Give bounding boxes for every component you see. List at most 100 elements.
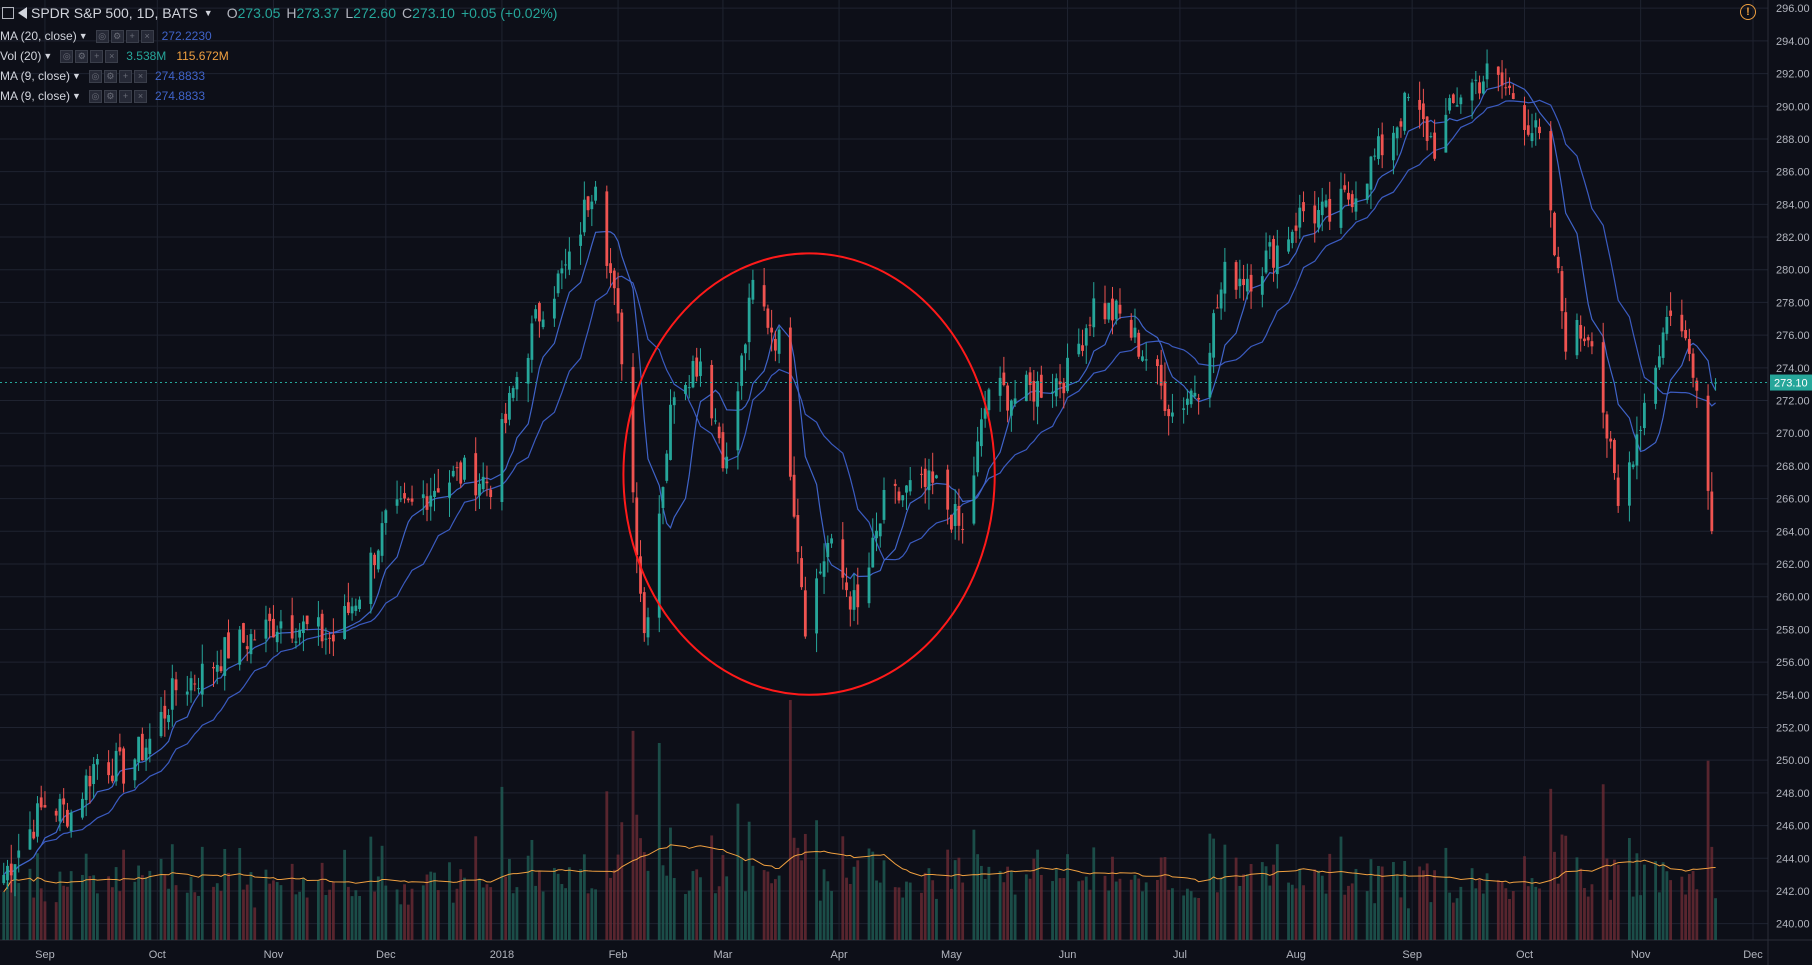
price-tick-label: 286.00 (1776, 167, 1810, 179)
volume-bar (1294, 888, 1298, 940)
candle-body (1508, 85, 1511, 89)
collapse-square-icon[interactable] (2, 7, 14, 19)
price-tick-label: 250.00 (1776, 755, 1810, 767)
volume-bar (1549, 788, 1553, 940)
chevron-down-icon[interactable]: ▼ (72, 91, 81, 101)
candle-body (590, 201, 594, 210)
candle-body (1526, 125, 1530, 135)
symbol-header[interactable]: SPDR S&P 500, 1D, BATS ▼ O 273.05 H 273.37… (0, 0, 557, 26)
volume-bar (957, 857, 961, 940)
volume-bar (140, 875, 144, 940)
candle-body (845, 582, 848, 591)
candle-body (249, 634, 253, 655)
volume-bar (189, 876, 193, 940)
indicator-ma9-b[interactable]: MA (9, close) ▼ ◎ ⚙ + × 274.8833 (0, 86, 557, 106)
volume-bar (856, 860, 860, 940)
volume-bar (976, 854, 980, 940)
time-tick-label: Dec (1743, 949, 1763, 961)
indicator-name[interactable]: MA (20, close) (0, 29, 77, 43)
price-tick-label: 276.00 (1776, 330, 1810, 342)
candle-body (433, 490, 436, 497)
price-tick-label: 252.00 (1776, 722, 1810, 734)
chevron-down-icon[interactable]: ▼ (203, 8, 213, 18)
chevron-down-icon[interactable]: ▼ (78, 31, 88, 41)
volume-bars (2, 700, 1717, 940)
eye-icon[interactable]: ◎ (88, 89, 102, 103)
add-icon[interactable]: + (125, 29, 139, 43)
volume-bar (1028, 878, 1032, 940)
candle-body (717, 426, 721, 439)
volume-bar (1249, 864, 1253, 940)
add-icon[interactable]: + (90, 49, 104, 63)
volume-bar (478, 878, 481, 940)
volume-bar (1234, 857, 1238, 940)
gear-icon[interactable]: ⚙ (103, 69, 117, 83)
candle-body (1242, 279, 1245, 286)
time-tick-label: Nov (264, 949, 284, 961)
candle-body (219, 666, 223, 672)
candle-body (1399, 121, 1403, 127)
add-icon[interactable]: + (118, 69, 132, 83)
symbol-title[interactable]: SPDR S&P 500, 1D, BATS (31, 5, 198, 21)
candle-body (429, 495, 433, 507)
eye-icon[interactable]: ◎ (60, 49, 74, 63)
indicator-vol[interactable]: Vol (20) ▼ ◎ ⚙ + × 3.538M 115.672M (0, 46, 557, 66)
low-label: L (345, 5, 354, 21)
candle-body (878, 523, 882, 537)
volume-bar (773, 879, 777, 940)
close-icon[interactable]: × (133, 69, 147, 83)
candle-body (1264, 250, 1268, 273)
candle-body (1590, 341, 1594, 347)
volume-bar (818, 900, 822, 940)
volume-bar (1238, 885, 1242, 940)
chevron-down-icon[interactable]: ▼ (72, 71, 81, 81)
volume-ma-value: 115.672M (176, 49, 229, 63)
candle-body (380, 523, 384, 556)
candle-body (579, 234, 582, 246)
indicator-name[interactable]: Vol (20) (0, 49, 42, 63)
candle-body (714, 420, 717, 422)
close-icon[interactable]: × (133, 89, 147, 103)
candle-body (1212, 313, 1216, 358)
close-icon[interactable]: × (105, 49, 119, 63)
candle-body (253, 639, 257, 641)
candle-body (897, 491, 901, 501)
volume-bar (500, 786, 504, 940)
indicator-ma9-a[interactable]: MA (9, close) ▼ ◎ ⚙ + × 274.8833 (0, 66, 557, 86)
close-icon[interactable]: × (140, 29, 154, 43)
candle-body (1642, 402, 1646, 429)
volume-bar (395, 889, 399, 940)
candle-body (1631, 464, 1635, 468)
candle-body (560, 268, 564, 274)
gear-icon[interactable]: ⚙ (75, 49, 89, 63)
gear-icon[interactable]: ⚙ (110, 29, 124, 43)
volume-bar (1407, 908, 1410, 940)
candle-body (1429, 136, 1433, 138)
candle-body (1425, 116, 1429, 141)
volume-bar (1710, 846, 1714, 940)
volume-bar (665, 875, 669, 940)
volume-bar (343, 849, 347, 940)
volume-bar (1470, 868, 1474, 940)
chevron-down-icon[interactable]: ▼ (43, 51, 53, 61)
volume-bar (822, 869, 826, 940)
alert-icon[interactable]: ! (1740, 4, 1756, 20)
volume-bar (1583, 887, 1586, 940)
indicator-name[interactable]: MA (9, close) (0, 89, 71, 103)
candle-body (354, 605, 358, 611)
candle-body (1553, 212, 1556, 256)
candle-body (17, 850, 21, 858)
volume-bar (1564, 835, 1568, 940)
volume-bar (721, 855, 725, 940)
price-tick-label: 268.00 (1776, 461, 1810, 473)
candle-body (1377, 136, 1380, 159)
add-icon[interactable]: + (118, 89, 132, 103)
indicator-controls: ◎ ⚙ + × (60, 49, 120, 63)
gear-icon[interactable]: ⚙ (103, 89, 117, 103)
indicator-name[interactable]: MA (9, close) (0, 69, 71, 83)
volume-bar (1347, 885, 1350, 940)
eye-icon[interactable]: ◎ (95, 29, 109, 43)
indicator-ma20[interactable]: MA (20, close) ▼ ◎ ⚙ + × 272.2230 (0, 26, 557, 46)
eye-icon[interactable]: ◎ (88, 69, 102, 83)
